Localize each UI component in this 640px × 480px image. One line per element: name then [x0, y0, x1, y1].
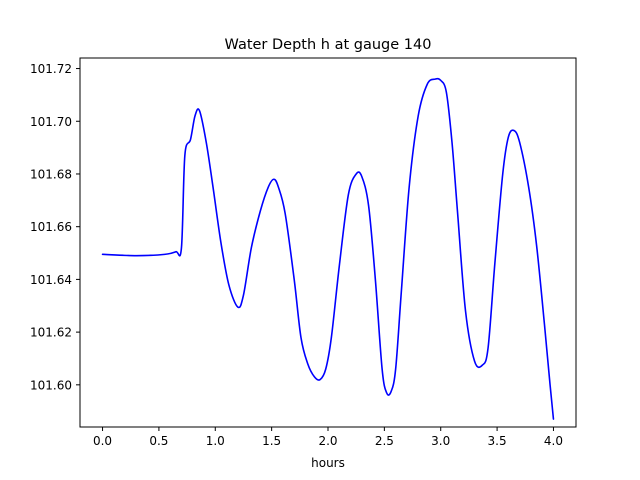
y-tick-label: 101.62	[30, 326, 72, 340]
x-tick-label: 3.5	[488, 434, 507, 448]
y-tick-label: 101.66	[30, 220, 72, 234]
x-axis-label: hours	[311, 456, 345, 470]
x-tick-label: 1.0	[206, 434, 225, 448]
axes-frame	[79, 57, 577, 428]
plot-area: 0.0 0.5 1.0 1.5 2.0 2.5 3.0 3.5 4.0 101.60 101.62 1…	[30, 57, 577, 448]
x-tick-label: 2.5	[375, 434, 394, 448]
y-tick-label: 101.70	[30, 115, 72, 129]
x-tick-label: 1.5	[262, 434, 281, 448]
x-tick-label: 0.5	[149, 434, 168, 448]
y-tick-label: 101.64	[30, 273, 72, 287]
y-tick-label: 101.68	[30, 167, 72, 181]
x-tick-label: 2.0	[318, 434, 337, 448]
y-tick-label: 101.72	[30, 62, 72, 76]
x-tick-label: 0.0	[93, 434, 112, 448]
chart-title: Water Depth h at gauge 140	[225, 37, 432, 53]
series-line-0	[101, 77, 555, 420]
y-tick-label: 101.60	[30, 378, 72, 392]
x-tick-label: 4.0	[544, 434, 563, 448]
x-tick-label: 3.0	[431, 434, 450, 448]
